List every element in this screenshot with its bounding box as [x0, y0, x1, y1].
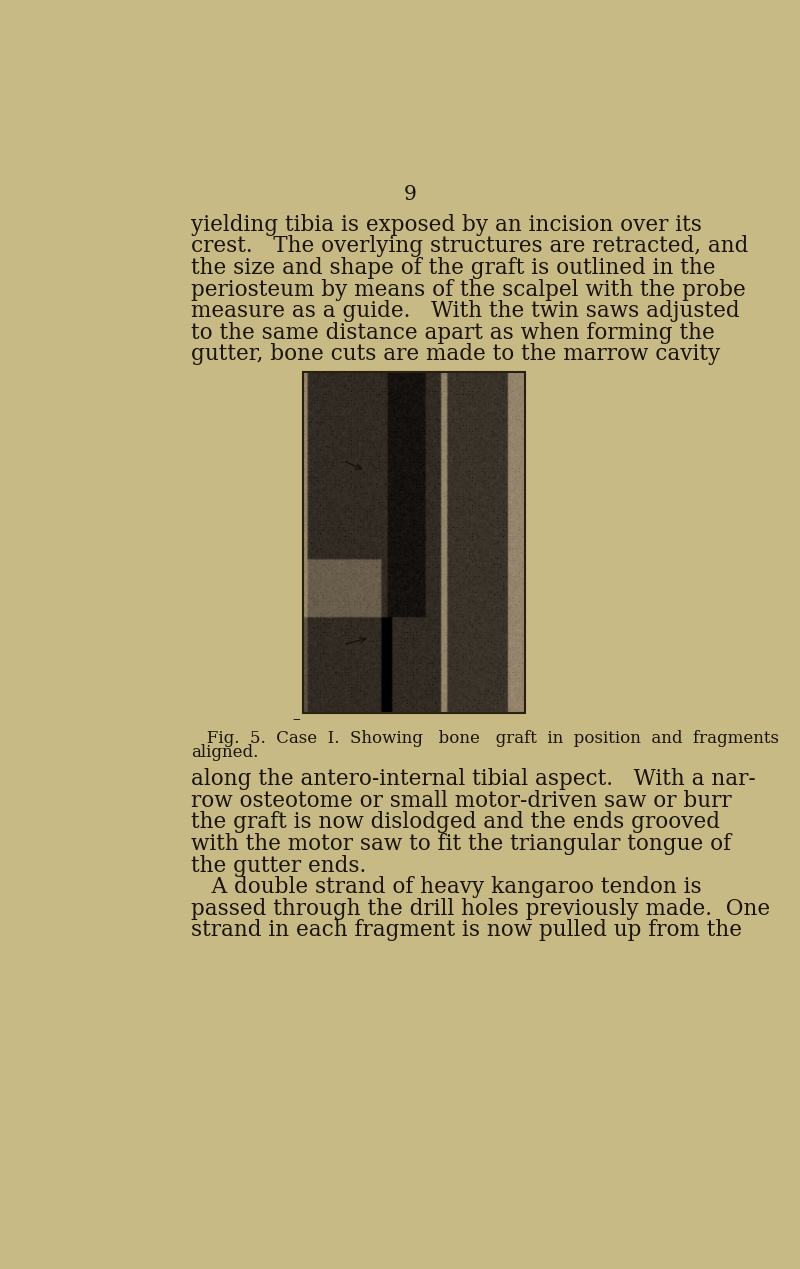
Text: strand in each fragment is now pulled up from the: strand in each fragment is now pulled up…	[191, 919, 742, 942]
Text: the gutter ends.: the gutter ends.	[191, 854, 366, 877]
Text: crest.   The overlying structures are retracted, and: crest. The overlying structures are retr…	[191, 236, 749, 258]
Text: to the same distance apart as when forming the: to the same distance apart as when formi…	[191, 321, 715, 344]
Text: row osteotome or small motor-driven saw or burr: row osteotome or small motor-driven saw …	[191, 789, 732, 812]
Text: A double strand of heavy kangaroo tendon is: A double strand of heavy kangaroo tendon…	[191, 876, 702, 898]
Text: 9: 9	[403, 184, 417, 203]
Text: with the motor saw to fit the triangular tongue of: with the motor saw to fit the triangular…	[191, 832, 731, 855]
Text: passed through the drill holes previously made.  One: passed through the drill holes previousl…	[191, 897, 770, 920]
Bar	[303, 372, 525, 713]
Text: periosteum by means of the scalpel with the probe: periosteum by means of the scalpel with …	[191, 279, 746, 301]
Text: the size and shape of the graft is outlined in the: the size and shape of the graft is outli…	[191, 258, 716, 279]
Text: gutter, bone cuts are made to the marrow cavity: gutter, bone cuts are made to the marrow…	[191, 343, 721, 365]
Text: aligned.: aligned.	[191, 744, 259, 760]
Text: measure as a guide.   With the twin saws adjusted: measure as a guide. With the twin saws a…	[191, 301, 740, 322]
Text: yielding tibia is exposed by an incision over its: yielding tibia is exposed by an incision…	[191, 214, 702, 236]
Text: along the antero-internal tibial aspect.   With a nar-: along the antero-internal tibial aspect.…	[191, 768, 756, 791]
Text: Fig.  5.  Case  I.  Showing   bone   graft  in  position  and  fragments: Fig. 5. Case I. Showing bone graft in po…	[191, 730, 779, 746]
Text: the graft is now dislodged and the ends grooved: the graft is now dislodged and the ends …	[191, 811, 721, 834]
